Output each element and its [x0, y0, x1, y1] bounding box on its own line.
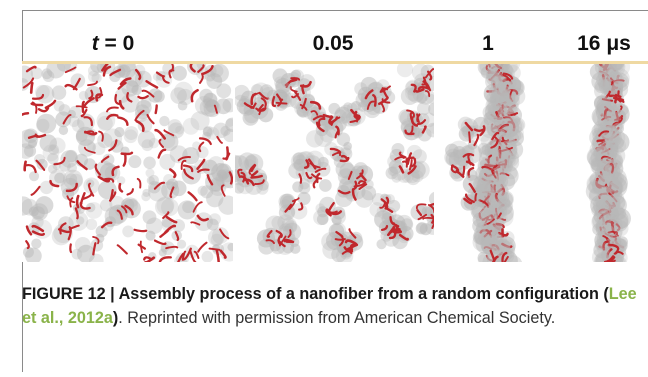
snapshot-image — [235, 64, 434, 262]
snapshot-panel-t1 — [235, 64, 434, 262]
time-label-t1: 0.05 — [312, 32, 354, 55]
snapshot-panel-t2 — [440, 64, 537, 262]
figure-frame-top-border — [22, 10, 648, 11]
figure-caption: FIGURE 12 | Assembly process of a nanofi… — [22, 282, 642, 330]
caption-citation-link[interactable]: Lee et al., 2012a — [22, 285, 637, 327]
time-label-separator — [22, 61, 648, 64]
caption-text: . Reprinted with permission from America… — [118, 309, 556, 327]
caption-label-end: ) — [112, 309, 119, 327]
snapshot-image — [22, 64, 233, 262]
time-label-t0: t = 0 — [91, 32, 135, 55]
caption-label: FIGURE 12 | Assembly process of a nanofi… — [22, 285, 609, 303]
snapshot-panel-t0 — [22, 64, 233, 262]
time-label-t3: 16 μs — [577, 32, 631, 55]
snapshot-panel-t3 — [573, 64, 648, 262]
snapshot-image — [444, 64, 526, 262]
snapshot-image — [585, 64, 631, 262]
time-label-t2: 1 — [482, 32, 494, 55]
